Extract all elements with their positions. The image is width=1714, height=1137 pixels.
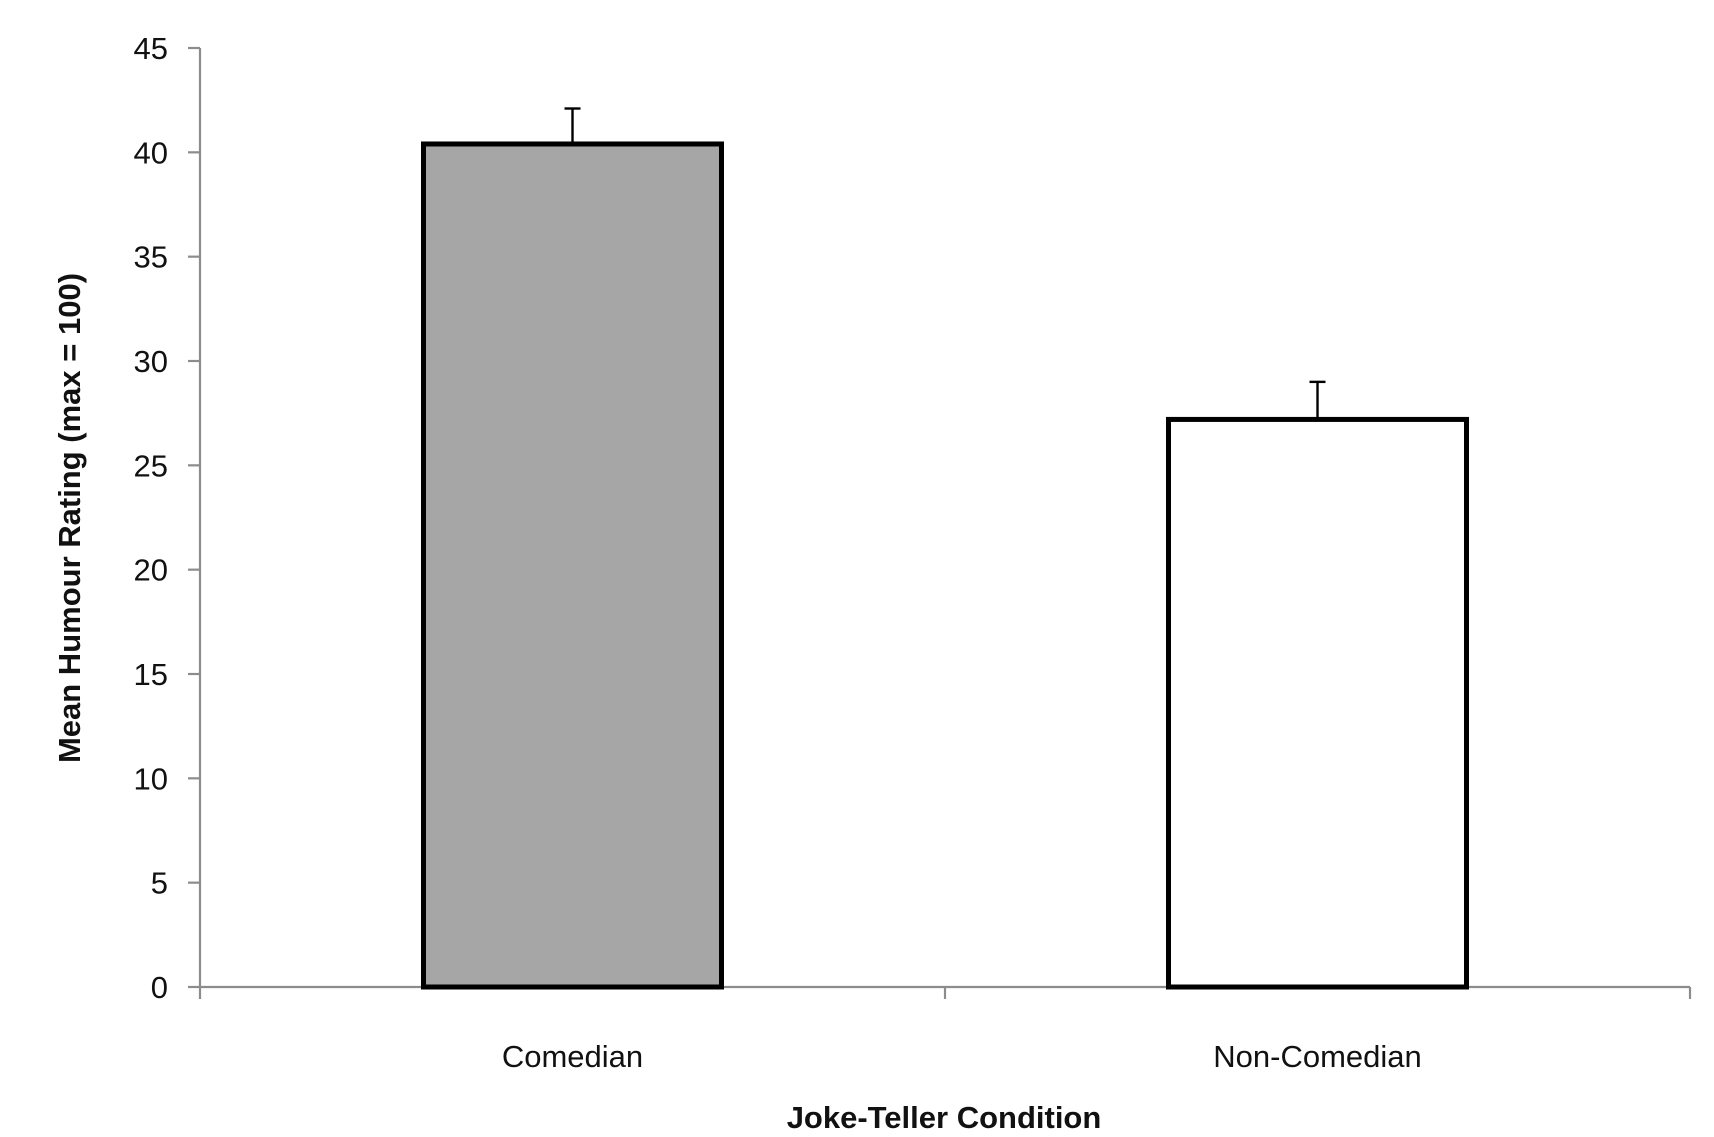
bar-comedian xyxy=(421,141,724,990)
y-tick-label: 15 xyxy=(134,657,168,692)
y-tick-label: 5 xyxy=(151,866,168,901)
x-tick-label: Comedian xyxy=(502,1039,643,1074)
y-tick-label: 40 xyxy=(134,135,168,170)
bar-non-comedian xyxy=(1166,416,1469,990)
y-axis-title: Mean Humour Rating (max = 100) xyxy=(52,273,87,763)
y-tick-label: 30 xyxy=(134,344,168,379)
y-tick-label: 35 xyxy=(134,240,168,275)
y-tick-label: 45 xyxy=(134,31,168,66)
x-axis-title: Joke-Teller Condition xyxy=(787,1100,1102,1135)
y-tick-label: 0 xyxy=(151,970,168,1005)
y-tick-label: 20 xyxy=(134,553,168,588)
y-tick-label: 10 xyxy=(134,761,168,796)
y-tick-label: 25 xyxy=(134,448,168,483)
plot-area: 0 5 10 15 20 25 30 35 40 45 Comedian Non-Comedian xyxy=(134,31,1692,1074)
x-tick-label: Non-Comedian xyxy=(1213,1039,1422,1074)
